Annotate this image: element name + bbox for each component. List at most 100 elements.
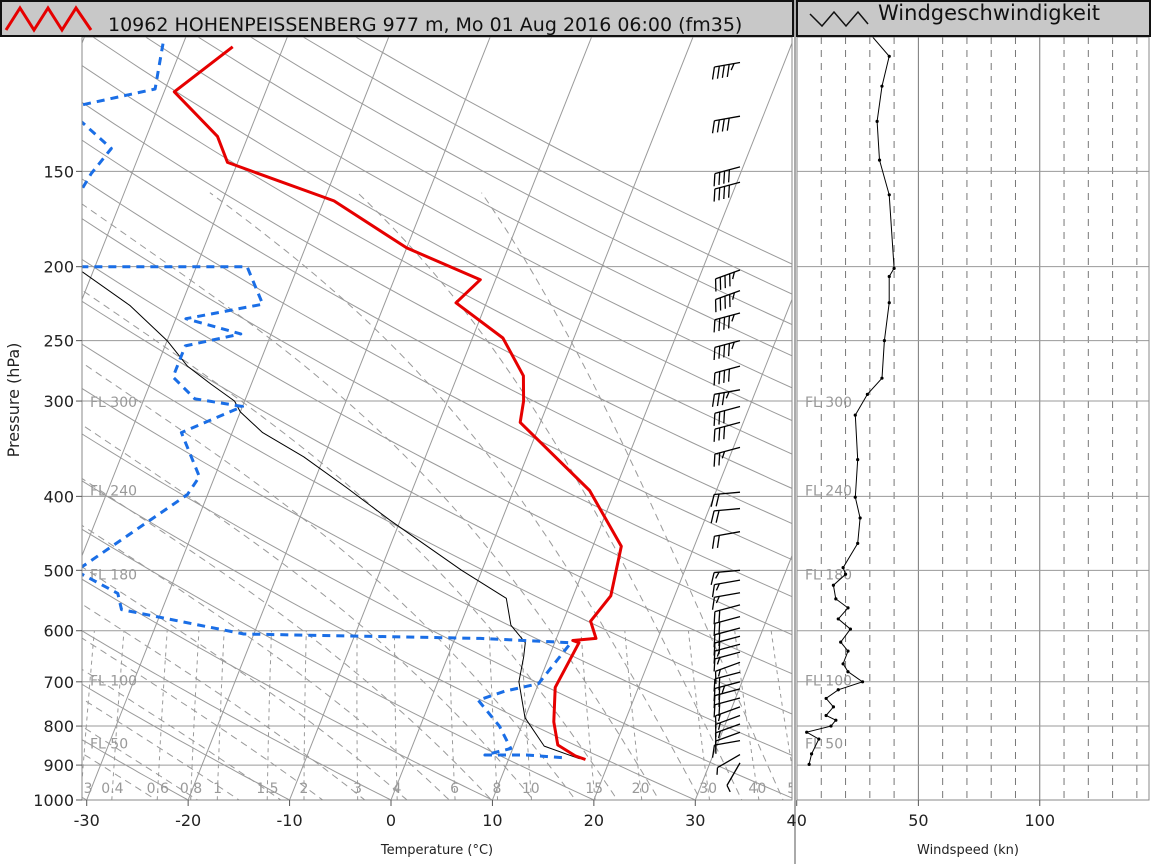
skewt-title: 10962 HOHENPEISSENBERG 977 m, Mo 01 Aug …: [108, 14, 742, 36]
mixing-ratio-label: 15: [585, 781, 603, 797]
wind-barb-flag: [724, 186, 725, 199]
flight-level-label: FL 50: [90, 736, 128, 752]
wind-barb-flag: [714, 635, 715, 648]
skewt-panel: [0, 0, 794, 864]
wind-flight-level-label: FL 100: [805, 673, 852, 689]
wind-barb-flag: [724, 411, 725, 424]
wind-barb-flag: [714, 454, 715, 467]
skewt-xlabel: Temperature (°C): [380, 843, 493, 858]
wind-x-tick-label: 100: [1024, 811, 1055, 830]
wind-speed-point: [888, 193, 891, 196]
y-tick-label: 800: [43, 717, 74, 736]
wind-speed-point: [859, 516, 862, 519]
x-tick-label: -10: [277, 811, 303, 830]
mixing-ratio-label: 40: [748, 781, 766, 797]
mixing-ratio-label: 2: [300, 781, 309, 797]
wind-barb-flag: [724, 370, 725, 383]
wind-barb-flag: [729, 185, 730, 198]
wind-speed-point: [829, 724, 832, 727]
wind-speed-point: [837, 688, 840, 691]
wind-flight-level-label: FL 240: [805, 484, 852, 500]
wind-barb-flag: [719, 188, 720, 201]
wind-speed-point: [893, 267, 896, 270]
flight-level-label: FL 240: [90, 484, 137, 500]
y-tick-label: 900: [43, 756, 74, 775]
wind-speed-point: [883, 339, 886, 342]
mixing-ratio-label: 50: [787, 781, 805, 797]
wind-barb-flag: [719, 428, 720, 441]
wind-speed-point: [880, 377, 883, 380]
mixing-ratio-label: 30: [699, 781, 717, 797]
wind-speed-point: [888, 55, 891, 58]
wind-barb-flag: [719, 318, 720, 331]
wind-speed-point: [856, 458, 859, 461]
x-tick-label: 40: [787, 811, 807, 830]
wind-speed-point: [825, 714, 828, 717]
wind-barb-flag: [714, 623, 715, 636]
wind-x-tick-label: 50: [908, 811, 928, 830]
x-tick-label: -30: [74, 811, 100, 830]
wind-header: Windgeschwindigkeit: [797, 1, 1150, 36]
wind-barb-flag: [729, 316, 730, 329]
wind-speed-point: [808, 763, 811, 766]
wind-barb-flag: [719, 346, 720, 359]
wind-barb-flag: [719, 633, 720, 646]
wind-flight-level-label: FL 50: [805, 736, 843, 752]
wind-speed-point: [834, 597, 837, 600]
wind-speed-point: [842, 662, 845, 665]
wind-speed-point: [837, 617, 840, 620]
mixing-ratio-label: 8: [493, 781, 502, 797]
wind-barb-flag: [714, 429, 715, 442]
y-tick-label: 200: [43, 258, 74, 277]
mixing-ratio-label: 6: [450, 781, 459, 797]
wind-speed-point: [854, 496, 857, 499]
x-tick-label: 20: [584, 811, 604, 830]
wind-title: Windgeschwindigkeit: [878, 1, 1100, 25]
wind-speed-point: [888, 301, 891, 304]
wind-barb-flag: [714, 413, 715, 426]
wind-barb-flag: [719, 172, 720, 185]
wind-barb-flag: [714, 347, 715, 360]
wind-barb-flag: [719, 610, 720, 623]
wind-speed-point: [825, 697, 828, 700]
wind-flight-level-label: FL 300: [805, 395, 852, 411]
wind-speed-point: [805, 731, 808, 734]
x-tick-label: 10: [482, 811, 502, 830]
wind-barb-flag: [724, 317, 725, 330]
wind-speed-point: [861, 680, 864, 683]
wind-speed-point: [856, 542, 859, 545]
mixing-ratio-label: 4: [392, 781, 401, 797]
wind-speed-point: [878, 159, 881, 162]
wind-barb-flag: [714, 189, 715, 202]
wind-barb-flag: [714, 373, 715, 386]
mixing-ratio-label: 0.6: [147, 781, 169, 797]
wind-speed-point: [866, 393, 869, 396]
wind-speed-point: [834, 719, 837, 722]
y-tick-label: 250: [43, 332, 74, 351]
wind-barb-flag: [729, 343, 730, 356]
wind-speed-point: [880, 85, 883, 88]
wind-xlabel: Windspeed (kn): [917, 843, 1019, 858]
wind-speed-point: [842, 566, 845, 569]
wind-barb-flag: [724, 171, 725, 184]
y-tick-label: 600: [43, 622, 74, 641]
wind-speed-point: [832, 705, 835, 708]
wind-barb-flag: [729, 170, 730, 183]
wind-speed-point: [846, 606, 849, 609]
y-tick-label: 1000: [33, 791, 74, 810]
mixing-ratio-label: 1: [213, 781, 222, 797]
mixing-ratio-label: 1.5: [256, 781, 278, 797]
x-tick-label: -20: [175, 811, 201, 830]
mixing-ratio-label: 20: [632, 781, 650, 797]
wind-barb-flag: [714, 320, 715, 333]
wind-barb-flag: [719, 622, 720, 635]
flight-level-label: FL 100: [90, 673, 137, 689]
wind-speed-point: [810, 752, 813, 755]
wind-speed-point: [888, 275, 891, 278]
mixing-ratio-label: 10: [522, 781, 540, 797]
y-tick-label: 150: [43, 162, 74, 181]
wind-barb-flag: [714, 679, 715, 692]
y-tick-label: 500: [43, 561, 74, 580]
